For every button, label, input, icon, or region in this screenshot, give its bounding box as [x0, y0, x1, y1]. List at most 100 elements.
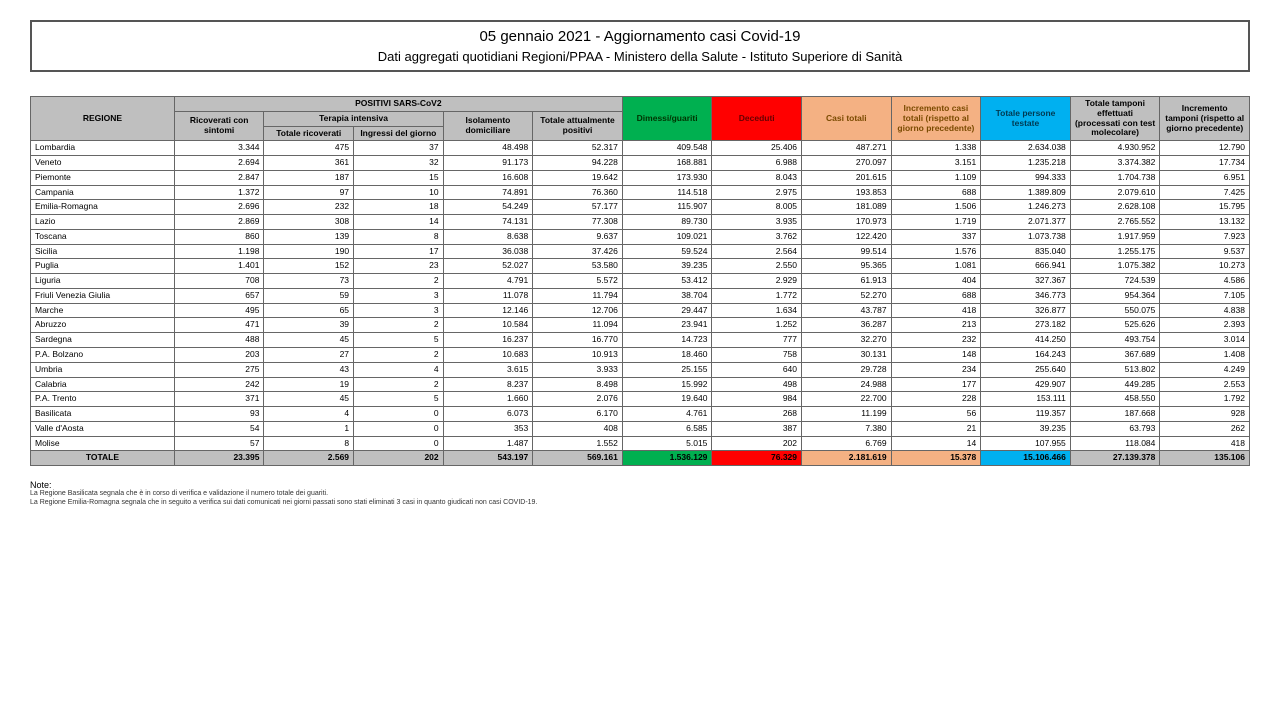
value-cell: 15.992: [622, 377, 712, 392]
value-cell: 835.040: [981, 244, 1071, 259]
value-cell: 109.021: [622, 229, 712, 244]
value-cell: 6.951: [1160, 170, 1250, 185]
value-cell: 2.079.610: [1070, 185, 1160, 200]
value-cell: 1.401: [174, 259, 264, 274]
value-cell: 201.615: [802, 170, 892, 185]
value-cell: 2: [354, 274, 444, 289]
value-cell: 346.773: [981, 288, 1071, 303]
value-cell: 11.794: [533, 288, 623, 303]
value-cell: 94.228: [533, 156, 623, 171]
table-row: P.A. Bolzano20327210.68310.91318.4607583…: [31, 348, 1250, 363]
value-cell: 414.250: [981, 333, 1071, 348]
table-row: Marche49565312.14612.70629.4471.63443.78…: [31, 303, 1250, 318]
value-cell: 16.608: [443, 170, 533, 185]
value-cell: 1.081: [891, 259, 981, 274]
value-cell: 3: [354, 288, 444, 303]
value-cell: 19: [264, 377, 354, 392]
value-cell: 177: [891, 377, 981, 392]
value-cell: 4.791: [443, 274, 533, 289]
region-cell: Sardegna: [31, 333, 175, 348]
total-cell: 2.181.619: [802, 451, 892, 466]
value-cell: 190: [264, 244, 354, 259]
value-cell: 3.151: [891, 156, 981, 171]
value-cell: 2.694: [174, 156, 264, 171]
region-cell: Emilia-Romagna: [31, 200, 175, 215]
value-cell: 148: [891, 348, 981, 363]
value-cell: 657: [174, 288, 264, 303]
value-cell: 0: [354, 421, 444, 436]
total-cell: 569.161: [533, 451, 623, 466]
value-cell: 16.237: [443, 333, 533, 348]
total-cell: 543.197: [443, 451, 533, 466]
value-cell: 1.073.738: [981, 229, 1071, 244]
value-cell: 25.406: [712, 141, 802, 156]
value-cell: 0: [354, 407, 444, 422]
region-cell: Lombardia: [31, 141, 175, 156]
value-cell: 114.518: [622, 185, 712, 200]
value-cell: 404: [891, 274, 981, 289]
title-box: 05 gennaio 2021 - Aggiornamento casi Cov…: [30, 20, 1250, 72]
value-cell: 1.704.738: [1070, 170, 1160, 185]
table-row: Umbria2754343.6153.93325.15564029.728234…: [31, 362, 1250, 377]
value-cell: 213: [891, 318, 981, 333]
value-cell: 7.105: [1160, 288, 1250, 303]
value-cell: 25.155: [622, 362, 712, 377]
value-cell: 53.412: [622, 274, 712, 289]
value-cell: 1.576: [891, 244, 981, 259]
value-cell: 8.237: [443, 377, 533, 392]
value-cell: 4: [354, 362, 444, 377]
value-cell: 928: [1160, 407, 1250, 422]
value-cell: 32.270: [802, 333, 892, 348]
value-cell: 418: [891, 303, 981, 318]
value-cell: 139: [264, 229, 354, 244]
value-cell: 4.249: [1160, 362, 1250, 377]
value-cell: 43.787: [802, 303, 892, 318]
value-cell: 57: [174, 436, 264, 451]
table-row: Emilia-Romagna2.6962321854.24957.177115.…: [31, 200, 1250, 215]
value-cell: 56: [891, 407, 981, 422]
value-cell: 23.941: [622, 318, 712, 333]
title-line2: Dati aggregati quotidiani Regioni/PPAA -…: [42, 49, 1238, 64]
value-cell: 37.426: [533, 244, 623, 259]
table-row: Basilicata93406.0736.1704.76126811.19956…: [31, 407, 1250, 422]
value-cell: 387: [712, 421, 802, 436]
value-cell: 242: [174, 377, 264, 392]
total-cell: 202: [354, 451, 444, 466]
value-cell: 493.754: [1070, 333, 1160, 348]
value-cell: 495: [174, 303, 264, 318]
value-cell: 38.704: [622, 288, 712, 303]
value-cell: 1.235.218: [981, 156, 1071, 171]
value-cell: 91.173: [443, 156, 533, 171]
hdr-tamponi: Totale tamponi effettuati (processati co…: [1070, 97, 1160, 141]
value-cell: 76.360: [533, 185, 623, 200]
table-row: Valle d'Aosta54103534086.5853877.3802139…: [31, 421, 1250, 436]
value-cell: 1.634: [712, 303, 802, 318]
hdr-persone: Totale persone testate: [981, 97, 1071, 141]
value-cell: 1.552: [533, 436, 623, 451]
value-cell: 2.929: [712, 274, 802, 289]
value-cell: 262: [1160, 421, 1250, 436]
value-cell: 97: [264, 185, 354, 200]
hdr-isolamento: Isolamento domiciliare: [443, 111, 533, 141]
value-cell: 10: [354, 185, 444, 200]
value-cell: 21: [891, 421, 981, 436]
value-cell: 337: [891, 229, 981, 244]
value-cell: 15.795: [1160, 200, 1250, 215]
value-cell: 1.660: [443, 392, 533, 407]
value-cell: 73: [264, 274, 354, 289]
value-cell: 5.015: [622, 436, 712, 451]
value-cell: 57.177: [533, 200, 623, 215]
value-cell: 1.389.809: [981, 185, 1071, 200]
table-row: Molise57801.4871.5525.0152026.76914107.9…: [31, 436, 1250, 451]
value-cell: 984: [712, 392, 802, 407]
value-cell: 43: [264, 362, 354, 377]
value-cell: 2.869: [174, 215, 264, 230]
notes-block: Note: La Regione Basilicata segnala che …: [30, 480, 1250, 507]
value-cell: 860: [174, 229, 264, 244]
value-cell: 164.243: [981, 348, 1071, 363]
total-cell: 23.395: [174, 451, 264, 466]
value-cell: 449.285: [1070, 377, 1160, 392]
value-cell: 77.308: [533, 215, 623, 230]
value-cell: 1.772: [712, 288, 802, 303]
value-cell: 4.838: [1160, 303, 1250, 318]
